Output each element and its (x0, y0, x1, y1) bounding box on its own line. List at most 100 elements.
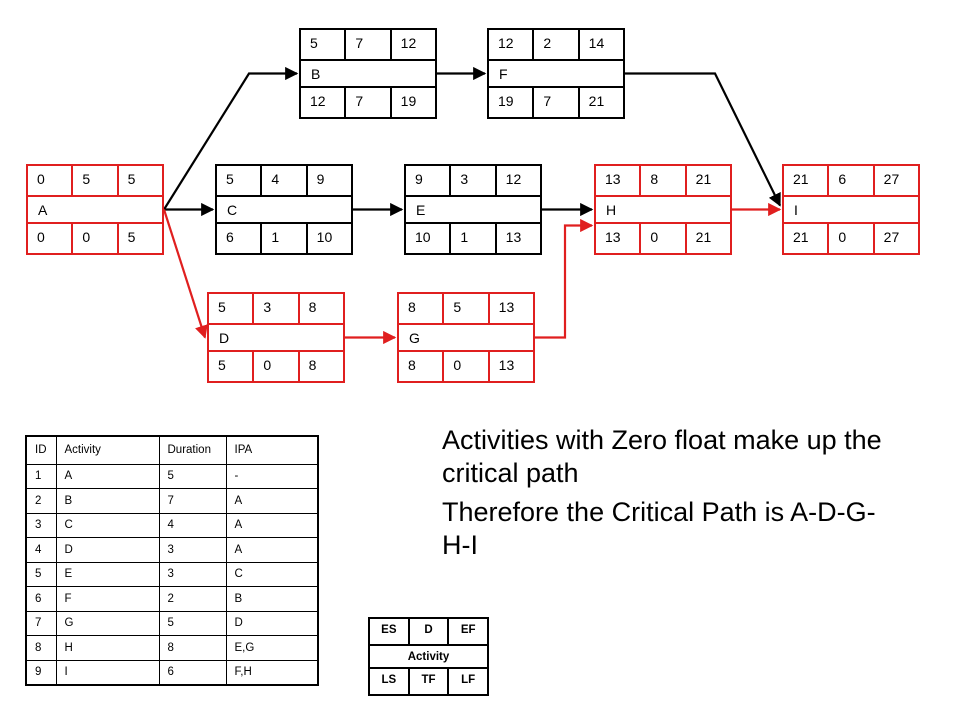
node-ls: 5 (218, 357, 226, 373)
node-tf: 0 (827, 224, 872, 253)
network-arrows (162, 66, 782, 345)
node-ef: 27 (872, 166, 918, 195)
node-tf: 1 (449, 224, 494, 253)
node-lf: 19 (389, 88, 435, 117)
node-ls: 0 (37, 229, 45, 245)
node-ls: 12 (310, 93, 326, 109)
node-es: 9 (415, 171, 423, 187)
activity-node-f: 12 2 14 F 19 7 21 (487, 28, 625, 119)
node-lf: 10 (305, 224, 351, 253)
table-cell: H (55, 635, 160, 661)
node-legend: ES D EF Activity LS TF LF (368, 617, 489, 696)
legend-tf: TF (407, 669, 448, 694)
node-ef: 12 (494, 166, 540, 195)
node-d: 2 (532, 30, 577, 59)
table-cell: 3 (158, 537, 227, 563)
legend-d: D (407, 619, 448, 644)
node-es: 5 (310, 35, 318, 51)
header-activity: Activity (55, 435, 160, 465)
node-ef: 13 (487, 294, 533, 323)
header-duration: Duration (158, 435, 227, 465)
legend-ls: LS (381, 674, 397, 686)
node-ls: 21 (793, 229, 809, 245)
table-cell: 5 (158, 463, 227, 489)
table-cell: D (225, 610, 319, 636)
table-cell: 2 (25, 488, 57, 514)
node-ef: 8 (297, 294, 343, 323)
table-cell: 5 (158, 610, 227, 636)
table-cell: A (225, 488, 319, 514)
node-ls: 10 (415, 229, 431, 245)
node-es: 13 (605, 171, 621, 187)
node-id: G (409, 330, 420, 346)
arrow-a-b (163, 66, 299, 211)
node-es: 12 (498, 35, 514, 51)
node-es: 21 (793, 171, 809, 187)
table-cell: 8 (25, 635, 57, 661)
node-tf: 0 (252, 352, 297, 381)
node-tf: 7 (344, 88, 389, 117)
arrow-a-d (162, 209, 208, 339)
node-tf: 0 (71, 224, 116, 253)
node-tf: 0 (639, 224, 684, 253)
node-d: 8 (639, 166, 684, 195)
activity-node-g: 8 5 13 G 8 0 13 (397, 292, 535, 383)
node-es: 8 (408, 299, 416, 315)
node-ef: 5 (116, 166, 162, 195)
table-cell: 4 (158, 512, 227, 538)
node-tf: 7 (532, 88, 577, 117)
header-id: ID (25, 435, 57, 465)
table-cell: 3 (158, 561, 227, 587)
node-tf: 1 (260, 224, 305, 253)
activity-node-b: 5 7 12 B 12 7 19 (299, 28, 437, 119)
legend-lf: LF (447, 669, 487, 694)
table-cell: A (225, 537, 319, 563)
table-cell: 3 (25, 512, 57, 538)
table-cell: 6 (158, 659, 227, 685)
node-id: D (219, 330, 230, 346)
node-ef: 9 (305, 166, 351, 195)
node-tf: 0 (442, 352, 487, 381)
node-ls: 19 (498, 93, 514, 109)
table-cell: D (55, 537, 160, 563)
node-es: 5 (218, 299, 226, 315)
node-d: 7 (344, 30, 389, 59)
node-lf: 21 (577, 88, 623, 117)
table-cell: F (55, 586, 160, 612)
node-es: 5 (226, 171, 234, 187)
node-d: 3 (252, 294, 297, 323)
node-d: 5 (71, 166, 116, 195)
table-cell: E (55, 561, 160, 587)
table-cell: 9 (25, 659, 57, 685)
table-cell: 6 (25, 586, 57, 612)
node-ef: 12 (389, 30, 435, 59)
table-cell: 4 (25, 537, 57, 563)
node-lf: 27 (872, 224, 918, 253)
activity-node-i: 21 6 27 I 21 0 27 (782, 164, 920, 255)
table-cell: C (55, 512, 160, 538)
node-d: 3 (449, 166, 494, 195)
table-cell: 1 (25, 463, 57, 489)
table-cell: 8 (158, 635, 227, 661)
node-id: I (794, 202, 798, 218)
legend-ef: EF (447, 619, 487, 644)
node-es: 0 (37, 171, 45, 187)
node-lf: 8 (297, 352, 343, 381)
table-cell: 7 (25, 610, 57, 636)
note-line-2: Therefore the Critical Path is A-D-G-H-I (442, 497, 876, 560)
node-ef: 21 (684, 166, 730, 195)
note-line-1: Activities with Zero float make up the c… (442, 425, 882, 488)
critical-path-note: Activities with Zero float make up the c… (442, 424, 902, 568)
node-ls: 13 (605, 229, 621, 245)
table-row: 8 H 8 E,G (25, 635, 319, 661)
activity-node-c: 5 4 9 C 6 1 10 (215, 164, 353, 255)
arrow-f-i (625, 72, 781, 207)
